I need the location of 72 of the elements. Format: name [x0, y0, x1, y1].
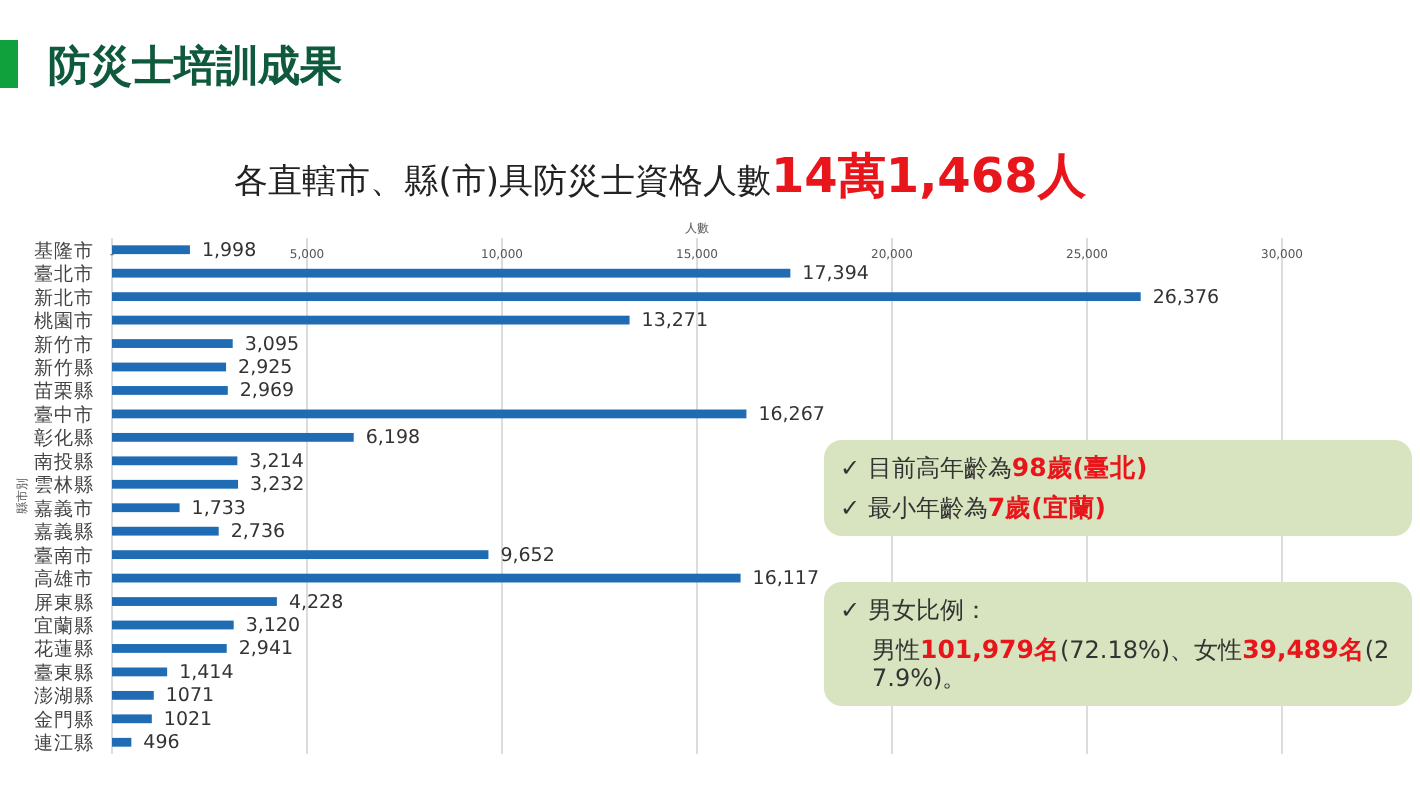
data-label: 2,925	[238, 357, 293, 379]
y-tick-label: 臺東縣	[34, 660, 94, 685]
y-tick-label: 臺北市	[34, 262, 94, 287]
chart-subtitle: 各直轄市、縣(市)具防災士資格人數14萬1,468人	[234, 148, 1088, 204]
data-label: 496	[143, 732, 180, 755]
annotation: ✓ 男女比例：	[840, 596, 988, 624]
bar	[112, 644, 227, 653]
data-label: 2,969	[239, 380, 295, 403]
data-label: 3,214	[249, 450, 304, 473]
data-label: 3,232	[250, 474, 305, 497]
data-label: 2,941	[238, 638, 294, 661]
y-tick-label: 金門縣	[34, 707, 94, 732]
data-label: 3,095	[244, 333, 300, 356]
data-label: 26,376	[1152, 286, 1220, 309]
y-tick-label: 雲林縣	[34, 473, 94, 498]
data-label: 17,394	[802, 263, 869, 286]
y-tick-label: 新北市	[34, 285, 94, 310]
y-tick-label: 嘉義縣	[34, 520, 94, 545]
data-label: 1,414	[179, 661, 234, 684]
y-tick-label: 新竹市	[34, 332, 94, 357]
text: 男性101,979名(72.18%)、女性39,489名(27.9%)。	[872, 634, 1390, 692]
data-label: 13,271	[641, 310, 709, 333]
y-tick-label: 臺中市	[34, 402, 94, 427]
data-label: 1,733	[191, 497, 246, 520]
y-tick-label: 花蓮縣	[34, 637, 94, 662]
data-label: 16,117	[752, 568, 820, 591]
y-tick-label: 嘉義市	[34, 496, 94, 521]
y-tick-label: 南投縣	[34, 449, 94, 474]
bar	[112, 315, 630, 325]
y-tick-label: 桃園市	[34, 309, 94, 334]
y-tick-label: 新竹縣	[34, 356, 94, 380]
bar	[112, 503, 180, 513]
y-tick-label: 連江縣	[34, 731, 94, 756]
data-label: 16,267	[758, 403, 825, 426]
data-label: 4,228	[288, 591, 344, 614]
chart-title: 防災士培訓成果	[48, 42, 342, 90]
bar	[112, 667, 168, 677]
bar	[112, 526, 219, 536]
bar	[112, 479, 239, 489]
data-label: 2,736	[230, 521, 286, 544]
y-tick-label: 臺南市	[34, 543, 94, 568]
y-tick-label: 宜蘭縣	[34, 614, 94, 638]
bar	[112, 409, 747, 419]
data-label: 6,198	[365, 427, 421, 450]
bar	[112, 714, 152, 724]
data-label: 1,998	[201, 239, 257, 262]
data-label: 3,120	[245, 615, 301, 637]
annotation: ✓ 最小年齡為7歲(宜蘭)	[840, 492, 1106, 522]
bar	[112, 362, 227, 372]
bar	[112, 690, 154, 700]
bar	[112, 292, 1141, 302]
bar	[112, 386, 228, 395]
bar	[112, 339, 233, 348]
bar	[112, 432, 354, 442]
bar	[112, 245, 190, 255]
bar	[112, 268, 791, 278]
y-tick-label: 高雄市	[34, 567, 94, 592]
y-tick-label: 苗栗縣	[34, 379, 94, 404]
data-label: 1021	[163, 708, 213, 731]
y-tick-label: 澎湖縣	[34, 684, 94, 709]
data-label: 1071	[165, 685, 215, 708]
y-tick-label: 基隆市	[34, 238, 94, 263]
annotation: ✓ 目前高年齡為98歲(臺北)	[840, 452, 1148, 482]
data-label: 9,652	[500, 544, 555, 567]
y-tick-label: 屏東縣	[34, 590, 94, 615]
bar	[112, 550, 489, 560]
bar	[112, 597, 277, 606]
bar	[112, 620, 234, 630]
bar	[112, 456, 238, 466]
bar	[112, 737, 132, 747]
y-tick-label: 彰化縣	[34, 426, 94, 451]
bar	[112, 573, 741, 583]
